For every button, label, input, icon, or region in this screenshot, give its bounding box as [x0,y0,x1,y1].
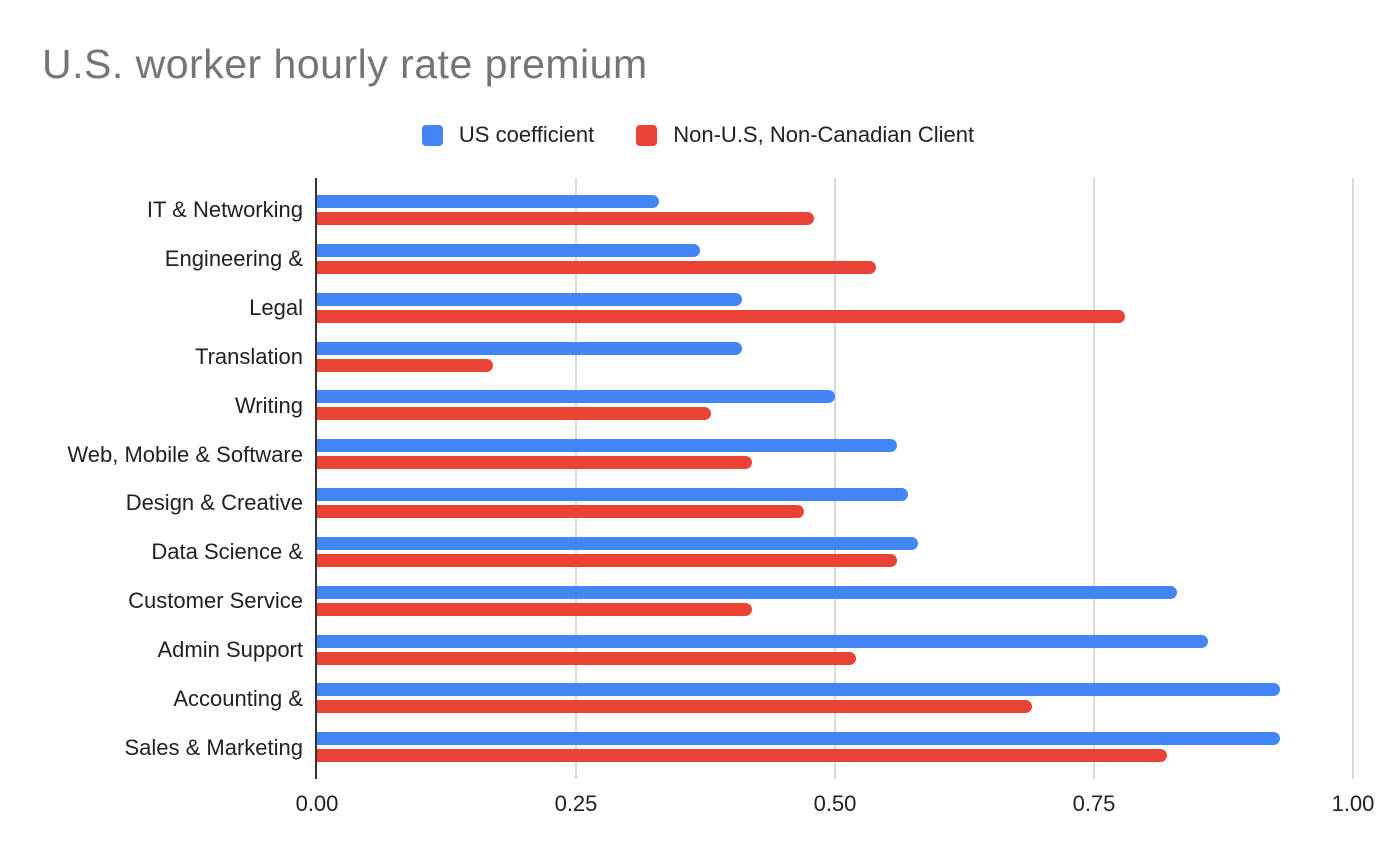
legend-item: Non-U.S, Non-Canadian Client [636,122,974,148]
bar-non-us-client [317,651,856,665]
bar-us-coefficient [317,585,1177,599]
gridline [1093,178,1095,779]
x-axis-tick-label: 0.25 [554,791,598,816]
bar-us-coefficient [317,732,1281,746]
bar-us-coefficient [317,341,742,355]
category-label: Sales & Marketing [124,734,303,760]
bar-series-layer [317,186,1353,772]
bar-non-us-client [317,260,877,274]
category-label: Writing [234,392,303,418]
category-label: IT & Networking [146,197,303,223]
x-axis-tick-labels: 0.00 0.25 0.50 0.75 1.00 [296,791,1375,821]
category-label: Accounting & [173,685,303,711]
bar-us-coefficient [317,390,835,404]
category-label: Engineering & [164,246,303,272]
x-axis-tick-label: 0.50 [813,791,857,816]
plot-area [315,178,1354,779]
category-label: Customer Service [128,588,303,614]
gridline [1352,178,1354,779]
category-label: Web, Mobile & Software [67,441,303,467]
bar-non-us-client [317,309,1126,323]
chart-title: U.S. worker hourly rate premium [42,41,648,87]
bar-us-coefficient [317,488,908,501]
y-axis-line [315,178,317,779]
non-us-series-swatch-icon [636,124,658,146]
bar-non-us-client [317,505,804,518]
bar-us-coefficient [317,292,742,306]
legend: US coefficient Non-U.S, Non-Canadian Clie… [0,122,1396,148]
bar-us-coefficient [317,243,701,257]
bar-non-us-client [317,212,815,225]
gridline [834,178,836,779]
bar-us-coefficient [317,536,918,550]
bar-non-us-client [317,602,753,616]
x-axis-tick-label: 1.00 [1331,791,1375,816]
category-label: Translation [194,343,303,369]
category-label: Legal [249,295,303,321]
category-label: Admin Support [157,636,303,662]
bar-non-us-client [317,553,898,567]
bar-us-coefficient [317,683,1281,697]
bar-non-us-client [317,407,711,421]
bar-non-us-client [317,358,494,372]
bar-non-us-client [317,456,753,470]
bar-non-us-client [317,700,1032,714]
y-axis-category-labels: IT & Networking Engineering & Legal Transla… [0,186,303,772]
category-label: Data Science & [151,539,303,565]
x-axis-tick-label: 0.75 [1072,791,1116,816]
bar-us-coefficient [317,439,898,453]
bar-us-coefficient [317,195,659,208]
legend-item: US coefficient [421,122,595,148]
legend-label: Non-U.S, Non-Canadian Client [673,122,975,147]
bar-us-coefficient [317,634,1208,648]
x-axis-tick-label: 0.00 [295,791,339,816]
legend-label: US coefficient [458,122,595,147]
bar-non-us-client [317,749,1167,763]
us-series-swatch-icon [421,124,443,146]
gridline [575,178,577,779]
category-label: Design & Creative [125,490,303,516]
